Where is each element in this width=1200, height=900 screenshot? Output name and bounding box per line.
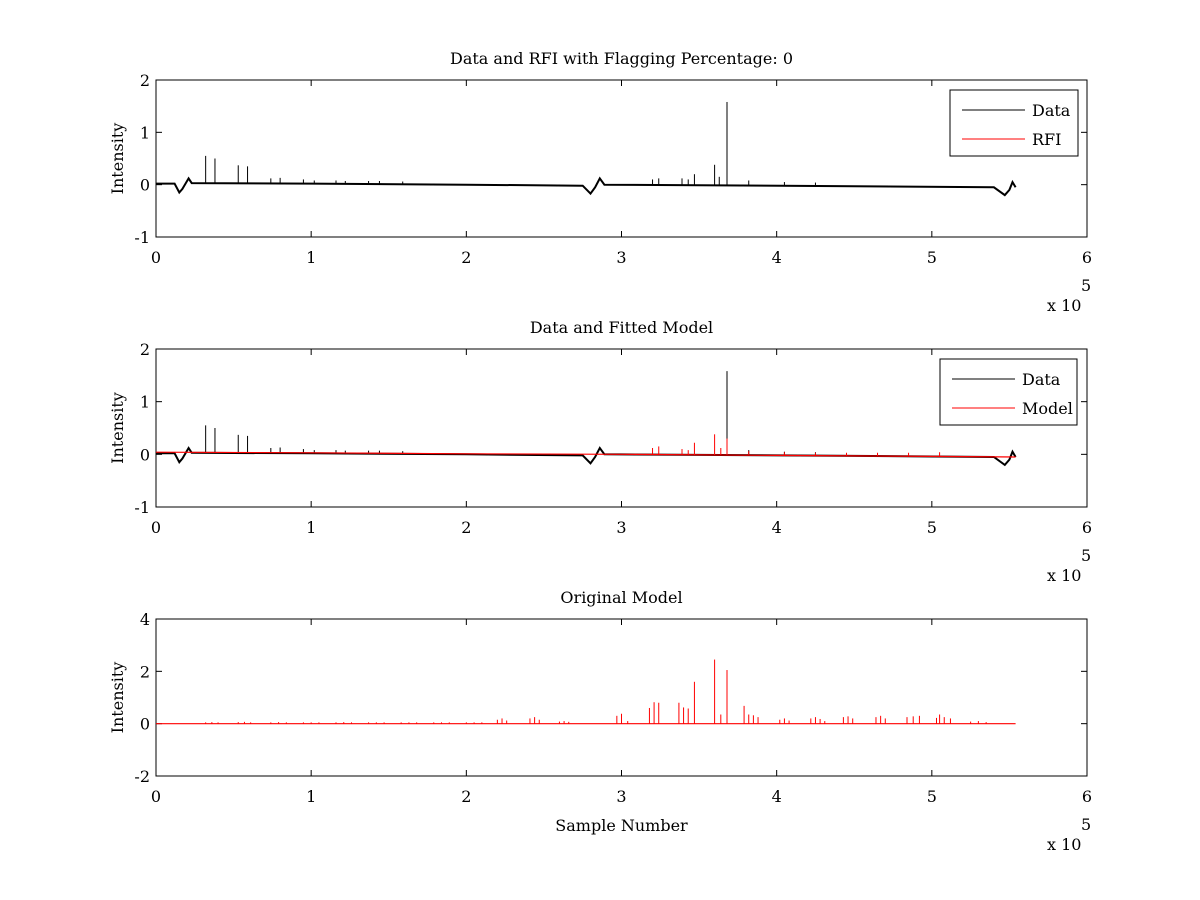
x-multiplier: x 10	[1047, 835, 1081, 854]
legend-entry: RFI	[1032, 130, 1061, 149]
series-model	[155, 434, 1016, 458]
y-tick-label: 2	[140, 71, 150, 90]
x-tick-label: 0	[151, 518, 161, 537]
legend-entry: Data	[1022, 370, 1061, 389]
x-axis-label: Sample Number	[555, 816, 688, 835]
legend-entry: Model	[1022, 399, 1073, 418]
y-tick-label: -2	[134, 767, 150, 786]
chart-title: Data and Fitted Model	[530, 318, 713, 337]
x-multiplier: x 10	[1047, 296, 1081, 315]
plot-area	[155, 348, 1088, 508]
series-data	[156, 101, 1017, 197]
legend-box	[939, 358, 1078, 426]
y-tick-label: 1	[140, 123, 150, 142]
chart-title: Original Model	[560, 588, 682, 607]
y-axis-label: Intensity	[108, 123, 127, 195]
legend: Data Model	[939, 358, 1078, 426]
y-axis-label: Intensity	[108, 392, 127, 464]
y-tick-label: -1	[134, 498, 150, 517]
x-multiplier-exponent: 5	[1081, 546, 1091, 565]
x-tick-label: 0	[151, 248, 161, 267]
x-tick-label: 6	[1082, 518, 1092, 537]
x-tick-label: 0	[151, 787, 161, 806]
x-tick-label: 2	[461, 787, 471, 806]
series-line	[156, 176, 1017, 197]
y-tick-label: 0	[140, 445, 150, 464]
x-tick-label: 6	[1082, 248, 1092, 267]
chart-title: Data and RFI with Flagging Percentage: 0	[450, 49, 793, 68]
y-tick-label: 4	[140, 610, 150, 629]
x-tick-label: 2	[461, 518, 471, 537]
x-tick-label: 3	[616, 518, 626, 537]
x-tick-label: 4	[772, 248, 782, 267]
x-tick-label: 1	[306, 518, 316, 537]
x-tick-label: 3	[616, 248, 626, 267]
plot-area	[155, 79, 1088, 238]
legend: Data RFI	[949, 89, 1079, 157]
x-tick-label: 5	[927, 787, 937, 806]
x-tick-label: 5	[927, 518, 937, 537]
x-tick-label: 1	[306, 787, 316, 806]
legend-box	[949, 89, 1079, 157]
x-tick-label: 6	[1082, 787, 1092, 806]
x-multiplier-exponent: 5	[1081, 276, 1091, 295]
y-tick-label: 0	[140, 176, 150, 195]
x-tick-label: 1	[306, 248, 316, 267]
y-tick-label: 1	[140, 393, 150, 412]
x-tick-label: 2	[461, 248, 471, 267]
subplot-3: Original Model Intensity Sample Number 0 1 2 3…	[108, 588, 1092, 854]
x-multiplier: x 10	[1047, 566, 1081, 585]
y-axis-label: Intensity	[108, 662, 127, 734]
series-line	[156, 446, 1017, 467]
y-tick-label: 2	[140, 340, 150, 359]
legend-entry: Data	[1032, 101, 1071, 120]
plot-area	[155, 618, 1088, 777]
x-multiplier-exponent: 5	[1081, 815, 1091, 834]
x-tick-label: 5	[927, 248, 937, 267]
series-model-line	[156, 659, 1016, 725]
y-tick-label: -1	[134, 228, 150, 247]
x-tick-label: 3	[616, 787, 626, 806]
series-line	[155, 451, 1016, 458]
y-tick-label: 2	[140, 662, 150, 681]
x-tick-label: 4	[772, 787, 782, 806]
x-tick-label: 4	[772, 518, 782, 537]
subplot-1: Data and RFI with Flagging Percentage: 0…	[108, 49, 1092, 315]
y-tick-label: 0	[140, 715, 150, 734]
